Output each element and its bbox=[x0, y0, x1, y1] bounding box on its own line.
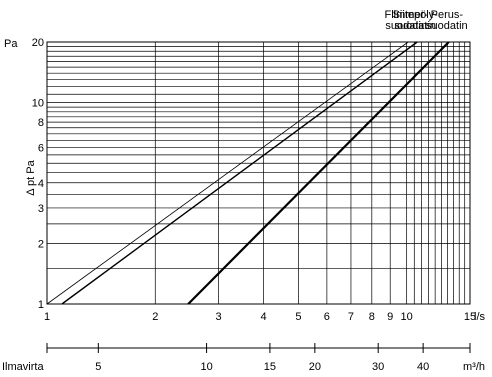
y-tick-label: 20 bbox=[32, 37, 44, 49]
secondary-x-tick-label: 30 bbox=[372, 361, 384, 373]
series-label-1: Flimmer- bbox=[385, 9, 429, 21]
x-tick-label: 1 bbox=[44, 311, 50, 323]
secondary-x-tick-label: 20 bbox=[309, 361, 321, 373]
y-tick-label: 2 bbox=[38, 238, 44, 250]
y-tick-label: 4 bbox=[38, 178, 44, 190]
x-tick-label: 6 bbox=[324, 311, 330, 323]
series-line-3 bbox=[187, 41, 450, 305]
y-tick-label: 8 bbox=[38, 117, 44, 129]
chart-grid bbox=[46, 41, 470, 305]
secondary-x-tick-label: 15 bbox=[264, 361, 276, 373]
x-tick-label: 15 bbox=[464, 311, 476, 323]
series-label-3: suodatin bbox=[426, 20, 468, 32]
y-tick-label: 1 bbox=[38, 299, 44, 311]
series-line-1 bbox=[46, 41, 409, 305]
secondary-x-tick-label: 5 bbox=[95, 361, 101, 373]
series-line-2 bbox=[61, 41, 418, 305]
secondary-x-axis-label: Ilmavirta bbox=[2, 361, 44, 373]
secondary-x-axis: 5 10 15 20 30 40 bbox=[46, 343, 471, 373]
x-tick-labels: 1 2 3 4 5 6 7 8 9 10 15 bbox=[44, 311, 476, 323]
x-tick-label: 7 bbox=[348, 311, 354, 323]
y-tick-label: 3 bbox=[38, 203, 44, 215]
secondary-x-tick-label: 40 bbox=[417, 361, 429, 373]
x-unit-label: l/s bbox=[474, 311, 486, 323]
y-unit-label: Pa bbox=[4, 38, 18, 50]
x-tick-label: 8 bbox=[369, 311, 375, 323]
chart-series bbox=[46, 41, 450, 305]
series-label-2: suodatin bbox=[394, 20, 436, 32]
y-tick-label: 6 bbox=[38, 142, 44, 154]
x-tick-label: 3 bbox=[216, 311, 222, 323]
series-label-1: suodatin bbox=[385, 20, 427, 32]
x-tick-label: 10 bbox=[401, 311, 413, 323]
series-label-3: Perus- bbox=[431, 9, 464, 21]
x-tick-label: 2 bbox=[152, 311, 158, 323]
secondary-x-unit-label: m³/h bbox=[463, 361, 485, 373]
secondary-x-tick-label: 10 bbox=[200, 361, 212, 373]
series-label-2: Siitepöly- bbox=[393, 9, 439, 21]
plot-frame bbox=[46, 41, 471, 305]
x-tick-label: 4 bbox=[260, 311, 266, 323]
y-axis-label: Δ pt Pa bbox=[25, 159, 37, 195]
series-labels: Flimmer-suodatinSiitepöly-suodatinPerus-… bbox=[385, 9, 468, 32]
x-tick-label: 5 bbox=[295, 311, 301, 323]
x-tick-label: 9 bbox=[387, 311, 393, 323]
y-tick-label: 10 bbox=[32, 98, 44, 110]
y-tick-labels: 1 2 3 4 6 8 10 20 bbox=[32, 37, 44, 311]
